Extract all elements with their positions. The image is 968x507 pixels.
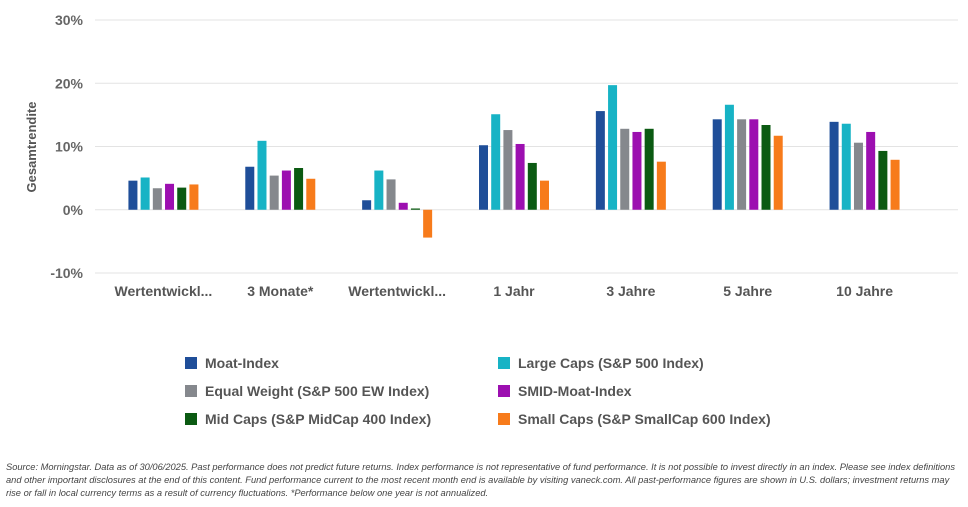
bar[interactable]	[374, 170, 384, 210]
bar[interactable]	[257, 140, 267, 210]
bar[interactable]	[140, 177, 150, 210]
bar[interactable]	[890, 159, 900, 210]
legend-swatch	[498, 357, 510, 369]
legend-label: SMID-Moat-Index	[518, 383, 632, 399]
legend-label: Equal Weight (S&P 500 EW Index)	[205, 383, 430, 399]
bar[interactable]	[503, 130, 513, 210]
bar[interactable]	[540, 180, 549, 210]
bar[interactable]	[878, 150, 888, 210]
x-category-label: 1 Jahr	[493, 283, 535, 299]
legend-item-moat-index[interactable]: Moat-Index	[185, 355, 279, 371]
x-category-label: 3 Jahre	[606, 283, 655, 299]
legend-item-mid-caps[interactable]: Mid Caps (S&P MidCap 400 Index)	[185, 411, 431, 427]
bar[interactable]	[608, 85, 618, 210]
bar[interactable]	[724, 104, 734, 210]
bar[interactable]	[423, 209, 433, 238]
x-category-label: 5 Jahre	[723, 283, 772, 299]
bar[interactable]	[853, 142, 863, 210]
legend-item-small-caps[interactable]: Small Caps (S&P SmallCap 600 Index)	[498, 411, 771, 427]
bar[interactable]	[595, 111, 605, 210]
bar[interactable]	[281, 170, 291, 210]
grid-lines	[95, 19, 958, 274]
bar[interactable]	[737, 119, 747, 210]
bar[interactable]	[761, 124, 771, 210]
y-tick-label: 20%	[55, 75, 84, 91]
bar[interactable]	[479, 145, 488, 210]
legend-label: Small Caps (S&P SmallCap 600 Index)	[518, 411, 771, 427]
bar[interactable]	[841, 123, 851, 210]
legend-swatch	[498, 385, 510, 397]
y-tick-label: 10%	[55, 139, 84, 155]
bar[interactable]	[245, 166, 255, 210]
x-category-label: Wertentwickl...	[348, 283, 446, 299]
bar[interactable]	[515, 143, 525, 210]
y-tick-label: 30%	[55, 12, 84, 28]
bar[interactable]	[386, 179, 396, 210]
bar[interactable]	[749, 119, 759, 210]
legend-item-smid-moat-index[interactable]: SMID-Moat-Index	[498, 383, 632, 399]
legend-swatch	[185, 385, 197, 397]
bar[interactable]	[410, 208, 420, 210]
y-tick-label: 0%	[63, 202, 84, 218]
legend-label: Mid Caps (S&P MidCap 400 Index)	[205, 411, 432, 427]
bar[interactable]	[656, 161, 666, 210]
y-tick-label: -10%	[50, 265, 83, 281]
bars	[128, 85, 900, 238]
bar[interactable]	[491, 114, 501, 210]
bar[interactable]	[773, 135, 783, 210]
bar-chart: 30% 20% 10% 0% -10% Wertentwickl... 3 Monate*…	[24, 12, 958, 299]
bar[interactable]	[712, 119, 722, 210]
x-category-label: 3 Monate*	[247, 283, 314, 299]
bar[interactable]	[620, 128, 630, 210]
x-category-label: 10 Jahre	[836, 283, 893, 299]
bar[interactable]	[294, 168, 304, 210]
bar[interactable]	[632, 131, 642, 210]
x-axis-categories: Wertentwickl... 3 Monate* Wertentwickl... 1…	[115, 283, 894, 299]
legend-swatch	[185, 357, 197, 369]
bar[interactable]	[866, 131, 876, 210]
bar[interactable]	[165, 183, 175, 210]
bar[interactable]	[527, 162, 537, 210]
legend-swatch	[185, 413, 197, 425]
y-axis-label: Gesamtrendite	[24, 101, 39, 192]
x-category-label: Wertentwickl...	[115, 283, 213, 299]
bar[interactable]	[128, 180, 138, 210]
y-axis-ticks: 30% 20% 10% 0% -10%	[50, 12, 83, 281]
bar[interactable]	[152, 188, 162, 210]
bar[interactable]	[398, 202, 408, 210]
bar[interactable]	[269, 175, 279, 210]
bar[interactable]	[829, 121, 839, 210]
bar[interactable]	[189, 184, 199, 210]
bar[interactable]	[306, 178, 316, 210]
legend-item-equal-weight[interactable]: Equal Weight (S&P 500 EW Index)	[185, 383, 429, 399]
legend-swatch	[498, 413, 510, 425]
bar[interactable]	[362, 200, 372, 210]
bar[interactable]	[644, 128, 654, 210]
legend-item-large-caps[interactable]: Large Caps (S&P 500 Index)	[498, 355, 704, 371]
legend-label: Moat-Index	[205, 355, 279, 371]
bar[interactable]	[177, 187, 187, 210]
legend-label: Large Caps (S&P 500 Index)	[518, 355, 704, 371]
source-footnote: Source: Morningstar. Data as of 30/06/20…	[6, 462, 955, 498]
